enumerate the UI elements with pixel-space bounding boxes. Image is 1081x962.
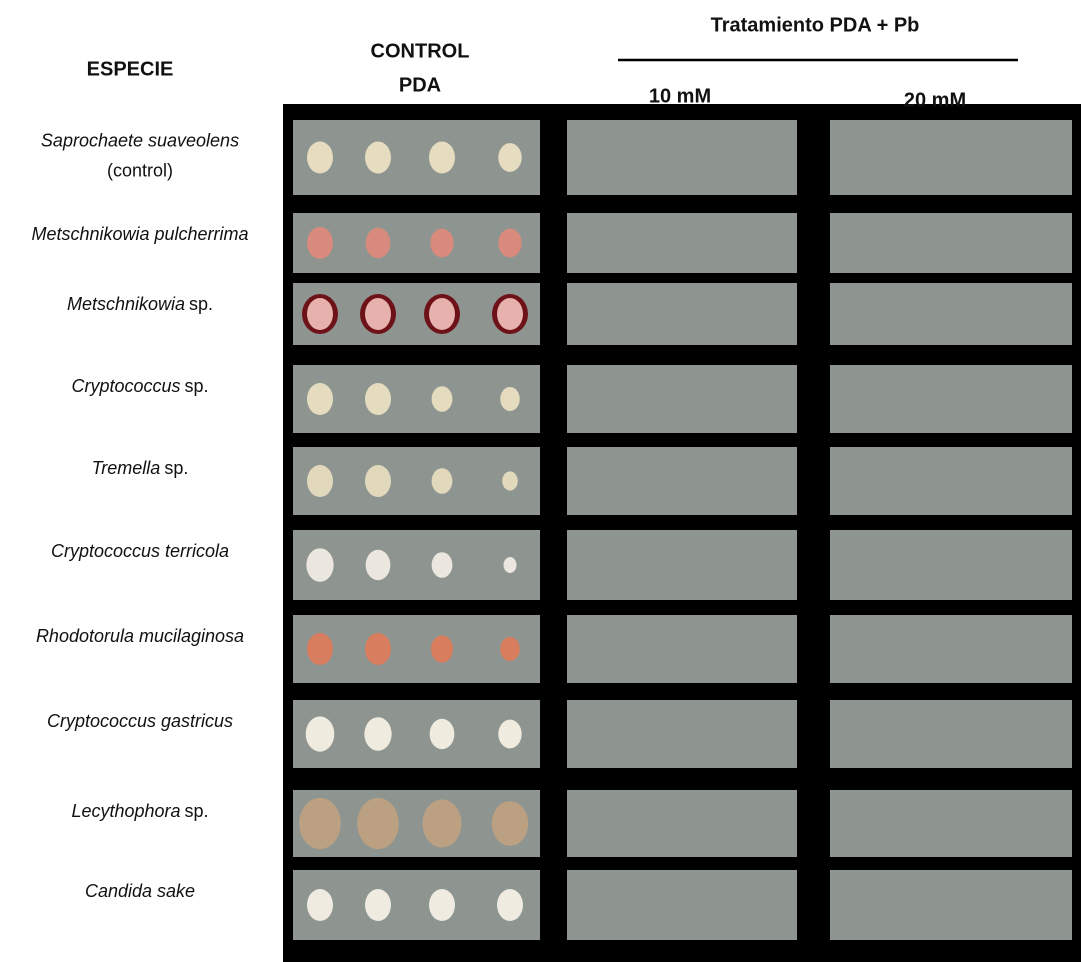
agar-plate <box>567 120 797 195</box>
species-label: Metschnikowia sp. <box>67 294 213 314</box>
colony <box>307 633 333 665</box>
colony <box>498 719 522 749</box>
colony <box>306 548 334 582</box>
species-name: Rhodotorula mucilaginosa <box>36 626 244 646</box>
colony <box>500 637 520 661</box>
species-name: Metschnikowia <box>67 294 185 314</box>
colony <box>305 716 335 752</box>
species-name: Cryptococcus gastricus <box>47 711 233 731</box>
species-name: Tremella <box>92 458 161 478</box>
colony <box>431 386 453 412</box>
agar-plate <box>830 447 1072 515</box>
agar-plate <box>567 283 797 345</box>
species-label: Candida sake <box>85 881 195 901</box>
agar-plate <box>567 365 797 433</box>
species-name: Candida sake <box>85 881 195 901</box>
colony <box>422 799 462 848</box>
species-qualifier: sp. <box>185 801 209 821</box>
agar-plate <box>830 213 1072 273</box>
agar-plate <box>830 700 1072 768</box>
agar-plate <box>830 530 1072 600</box>
control-heading: CONTROL <box>371 40 470 62</box>
agar-plate <box>830 790 1072 857</box>
species-note: (control) <box>107 160 173 180</box>
colony <box>497 298 523 330</box>
colony <box>365 889 391 921</box>
agar-plate <box>830 120 1072 195</box>
species-qualifier: sp. <box>164 458 188 478</box>
concentration-label: 10 mM <box>649 85 711 107</box>
concentration-label: 20 mM <box>904 89 966 111</box>
colony <box>365 465 391 497</box>
agar-plate <box>567 447 797 515</box>
colony <box>503 557 517 573</box>
agar-plate <box>830 283 1072 345</box>
species-name: Cryptococcus terricola <box>51 541 229 561</box>
colony <box>365 633 391 665</box>
agar-plate <box>567 615 797 683</box>
colony <box>307 383 333 415</box>
colony <box>498 143 522 172</box>
colony <box>365 141 391 174</box>
colony <box>431 468 453 494</box>
species-name: Cryptococcus <box>71 376 180 396</box>
colony <box>497 889 523 921</box>
species-label: Cryptococcus sp. <box>71 376 208 396</box>
colony <box>429 298 455 330</box>
colony <box>429 718 455 750</box>
colony <box>491 801 529 846</box>
species-qualifier: sp. <box>185 376 209 396</box>
colony <box>307 141 333 174</box>
agar-plate <box>830 365 1072 433</box>
colony <box>430 635 454 663</box>
agar-plate <box>567 213 797 273</box>
colony <box>307 298 333 330</box>
species-label: Cryptococcus terricola <box>51 541 229 561</box>
colony <box>429 141 455 174</box>
colony <box>365 549 391 581</box>
colony <box>307 889 333 921</box>
colony <box>364 717 392 751</box>
species-label: Tremella sp. <box>92 458 189 478</box>
agar-plate <box>830 870 1072 940</box>
colony <box>365 298 391 330</box>
agar-plate <box>567 870 797 940</box>
agar-plate <box>293 447 540 515</box>
colony <box>307 227 333 259</box>
colony <box>500 387 520 411</box>
species-label: Cryptococcus gastricus <box>47 711 233 731</box>
species-name: Saprochaete suaveolens <box>41 130 239 150</box>
species-heading: ESPECIE <box>87 58 174 80</box>
agar-plate <box>293 615 540 683</box>
colony <box>299 797 341 850</box>
control-heading: PDA <box>399 74 441 96</box>
species-qualifier: sp. <box>189 294 213 314</box>
species-label: Metschnikowia pulcherrima <box>31 224 248 244</box>
colony <box>502 471 518 491</box>
agar-plate <box>293 530 540 600</box>
colony <box>365 227 391 259</box>
colony <box>429 889 455 921</box>
colony <box>498 228 522 258</box>
colony <box>307 465 333 497</box>
colony <box>365 383 391 415</box>
agar-plate <box>830 615 1072 683</box>
agar-plate <box>567 530 797 600</box>
agar-plate <box>567 790 797 857</box>
species-label: Lecythophora sp. <box>71 801 208 821</box>
colony <box>430 228 454 258</box>
agar-plate <box>293 365 540 433</box>
colony <box>357 797 399 850</box>
species-name: Metschnikowia pulcherrima <box>31 224 248 244</box>
species-label: Rhodotorula mucilaginosa <box>36 626 244 646</box>
agar-plate <box>567 700 797 768</box>
colony <box>431 552 453 578</box>
species-name: Lecythophora <box>71 801 180 821</box>
treatment-heading: Tratamiento PDA + Pb <box>711 14 920 36</box>
